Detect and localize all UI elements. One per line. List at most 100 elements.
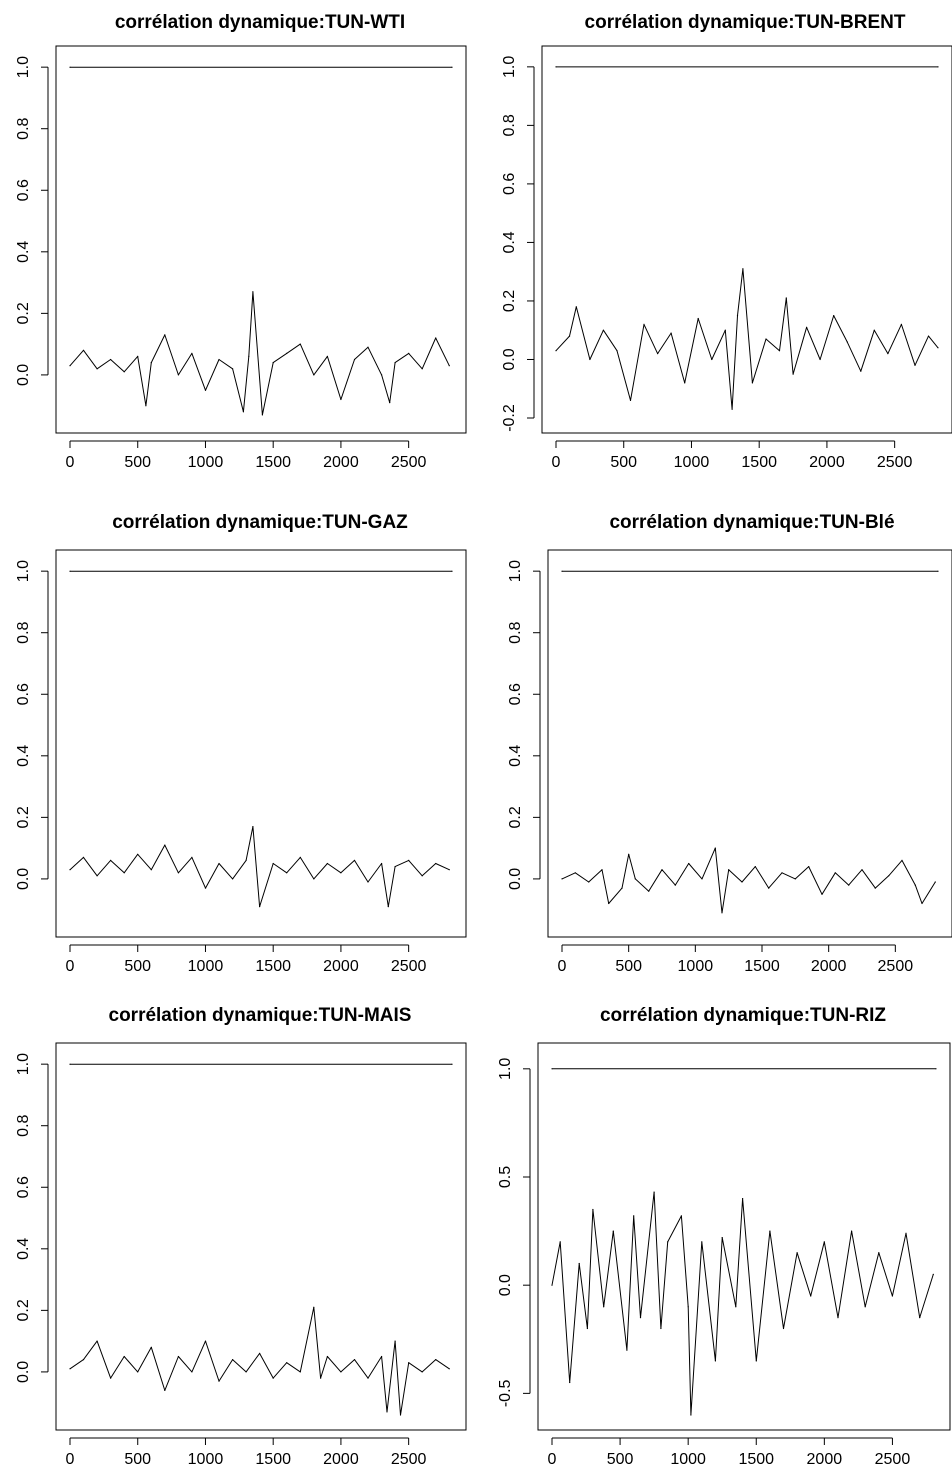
data-point — [601, 869, 603, 871]
data-point — [888, 875, 890, 877]
data-point — [177, 872, 179, 874]
data-point — [714, 847, 716, 849]
data-point — [851, 1230, 853, 1232]
x-tick-label: 500 — [615, 958, 642, 975]
data-point — [742, 268, 744, 270]
data-point — [448, 869, 450, 871]
data-point — [272, 1377, 274, 1379]
data-point — [353, 1359, 356, 1361]
data-point — [204, 887, 207, 889]
data-point — [765, 338, 767, 340]
data-point — [272, 862, 274, 865]
data-point — [657, 353, 659, 355]
data-point — [69, 1063, 71, 1065]
data-point — [123, 872, 125, 874]
data-point — [754, 866, 756, 868]
data-point — [714, 1360, 717, 1362]
data-point — [69, 570, 71, 572]
x-tick-label: 2500 — [877, 454, 913, 471]
data-point — [711, 358, 713, 361]
y-tick-label: 0.6 — [15, 179, 32, 201]
data-point — [435, 337, 437, 339]
data-point — [781, 872, 783, 874]
y-tick-label: 0.0 — [15, 1361, 32, 1383]
x-tick-label: 1000 — [188, 958, 224, 975]
data-point — [626, 1349, 628, 1351]
x-tick-label: 2000 — [809, 454, 845, 471]
data-point — [674, 884, 676, 886]
data-point — [653, 1191, 655, 1193]
data-point — [421, 875, 423, 877]
y-tick-label: 0.2 — [15, 1299, 32, 1321]
data-point — [386, 1411, 388, 1413]
data-point — [561, 570, 563, 572]
chart-panel-1: corrélation dynamique:TUN-WTI 0 500 1000 150… — [15, 12, 467, 471]
data-point — [245, 1371, 247, 1373]
data-point — [785, 297, 787, 299]
data-point — [110, 859, 112, 862]
data-point — [551, 1284, 553, 1286]
correlation-series-line — [69, 826, 450, 908]
y-tick-label: 1.0 — [15, 56, 32, 78]
data-point — [69, 869, 71, 871]
data-point — [299, 856, 301, 859]
data-point — [123, 371, 125, 373]
data-point — [628, 853, 630, 855]
data-point — [690, 1414, 692, 1416]
y-tick-label: 0.8 — [15, 117, 32, 139]
data-point — [421, 1371, 423, 1373]
data-point — [137, 853, 139, 855]
data-point — [819, 358, 821, 361]
correlation-series-line — [555, 268, 939, 410]
correlation-series-line — [69, 1306, 450, 1416]
data-point — [286, 872, 288, 874]
data-point — [232, 368, 234, 370]
data-point — [755, 1360, 757, 1362]
y-tick-label: 0.0 — [15, 868, 32, 890]
data-point — [408, 352, 410, 354]
data-point — [381, 1355, 383, 1358]
data-point — [736, 315, 739, 317]
data-point — [353, 358, 356, 361]
data-point — [232, 1359, 234, 1361]
data-point — [96, 1340, 98, 1342]
plot-frame — [55, 1042, 467, 1431]
data-point — [833, 315, 835, 317]
data-point — [731, 408, 733, 410]
data-point — [634, 878, 636, 880]
x-tick-label: 1500 — [741, 454, 777, 471]
chart-title: corrélation dynamique:TUN-WTI — [115, 12, 405, 33]
data-point — [823, 1241, 825, 1243]
data-point — [588, 881, 590, 883]
chart-panel-4: corrélation dynamique:TUN-Blé 0 500 1000 150… — [507, 512, 952, 975]
chart-title: corrélation dynamique:TUN-BRENT — [585, 12, 906, 33]
data-point — [735, 1306, 737, 1308]
x-tick-label: 2000 — [323, 1451, 359, 1468]
data-point — [701, 1241, 703, 1243]
data-point — [286, 352, 288, 354]
data-point — [697, 317, 699, 320]
data-point — [353, 859, 356, 862]
x-tick-label: 1000 — [674, 454, 710, 471]
data-point — [145, 405, 147, 407]
data-point — [191, 352, 193, 354]
y-tick-label: 0.4 — [15, 1238, 32, 1260]
x-tick-label: 2500 — [878, 958, 914, 975]
y-tick-label: -0.5 — [497, 1379, 514, 1407]
data-point — [69, 66, 71, 68]
data-point — [123, 1355, 125, 1358]
data-point — [633, 1215, 635, 1217]
data-point — [451, 66, 453, 68]
data-point — [389, 402, 391, 404]
data-point — [177, 374, 179, 376]
data-point — [164, 1389, 166, 1391]
data-point — [648, 890, 650, 892]
data-point — [367, 881, 369, 883]
data-point — [701, 878, 703, 880]
data-point — [177, 1355, 179, 1358]
plot-frame — [55, 45, 467, 434]
data-point — [245, 859, 247, 862]
y-tick-label: 0.4 — [507, 745, 524, 767]
data-point — [435, 862, 437, 865]
data-point — [796, 1252, 798, 1254]
